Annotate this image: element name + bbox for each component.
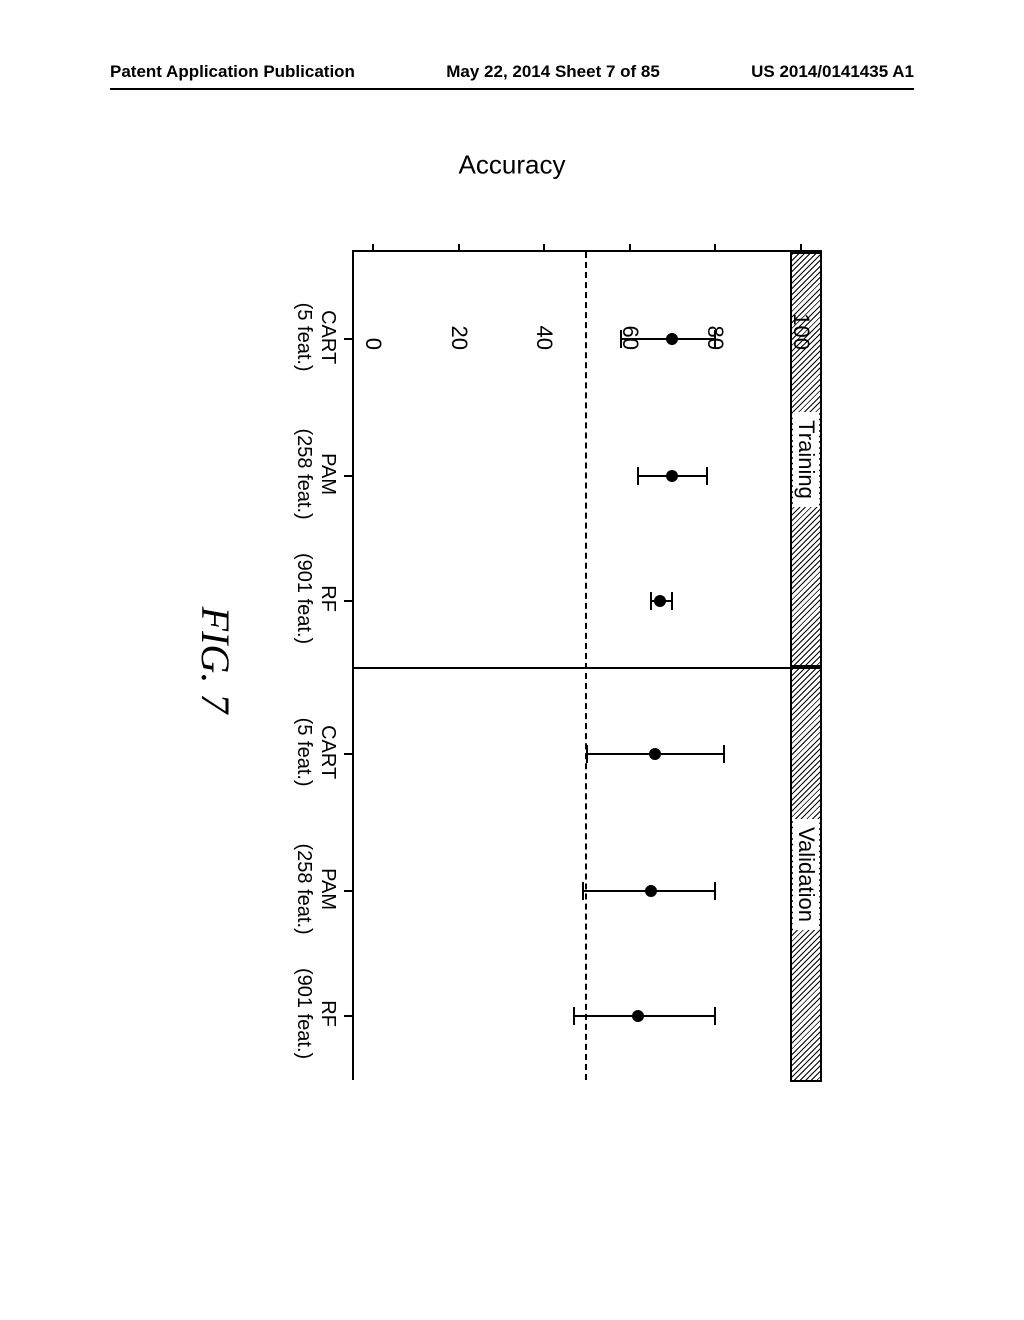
x-tick [344, 338, 352, 340]
x-tick [344, 753, 352, 755]
x-tick [344, 1015, 352, 1017]
y-tick [543, 244, 545, 252]
figure-caption: FIG. 7 [192, 607, 239, 714]
x-category-label: CART(5 feat.) [292, 303, 340, 372]
y-tick-label: 60 [617, 290, 643, 350]
x-category-label: RF(901 feat.) [292, 553, 340, 644]
header-right: US 2014/0141435 A1 [751, 62, 914, 82]
data-point [645, 885, 657, 897]
y-tick-label: 40 [531, 290, 557, 350]
panel-divider [354, 667, 822, 669]
error-bar-cap [706, 467, 708, 485]
panel-header-validation: Validation [790, 667, 822, 1082]
x-category-label: RF(901 feat.) [292, 968, 340, 1059]
x-category-label: PAM(258 feat.) [292, 844, 340, 935]
y-tick [714, 244, 716, 252]
error-bar-cap [671, 592, 673, 610]
y-axis-label: Accuracy [459, 150, 566, 181]
figure-rotated-wrap: Accuracy Training Validation FIG. 7 0 20 4… [172, 130, 852, 1190]
data-point [666, 333, 678, 345]
y-tick [800, 244, 802, 252]
data-point [654, 595, 666, 607]
error-bar-cap [582, 882, 584, 900]
error-bar [574, 1015, 715, 1017]
y-tick [629, 244, 631, 252]
panel-header-label: Training [793, 412, 819, 507]
page-header: Patent Application Publication May 22, 2… [0, 62, 1024, 82]
header-rule [110, 88, 914, 90]
x-tick [344, 475, 352, 477]
error-bar-cap [573, 1007, 575, 1025]
error-bar-cap [586, 745, 588, 763]
error-bar-cap [714, 882, 716, 900]
data-point [649, 748, 661, 760]
x-tick [344, 890, 352, 892]
x-category-label: CART(5 feat.) [292, 718, 340, 787]
y-tick-label: 100 [788, 290, 814, 350]
y-tick-label: 80 [702, 290, 728, 350]
error-bar-cap [637, 467, 639, 485]
y-tick-label: 0 [360, 290, 386, 350]
x-tick [344, 600, 352, 602]
error-bar-cap [723, 745, 725, 763]
y-tick-label: 20 [446, 290, 472, 350]
header-center: May 22, 2014 Sheet 7 of 85 [446, 62, 660, 82]
panel-header-label: Validation [793, 819, 819, 930]
reference-line-50 [585, 252, 587, 1080]
header-left: Patent Application Publication [110, 62, 355, 82]
error-bar-cap [714, 1007, 716, 1025]
data-point [632, 1010, 644, 1022]
accuracy-error-bar-plot: Training Validation [352, 250, 822, 1080]
error-bar-cap [650, 592, 652, 610]
y-tick [372, 244, 374, 252]
data-point [666, 470, 678, 482]
y-tick [458, 244, 460, 252]
x-category-label: PAM(258 feat.) [292, 429, 340, 520]
